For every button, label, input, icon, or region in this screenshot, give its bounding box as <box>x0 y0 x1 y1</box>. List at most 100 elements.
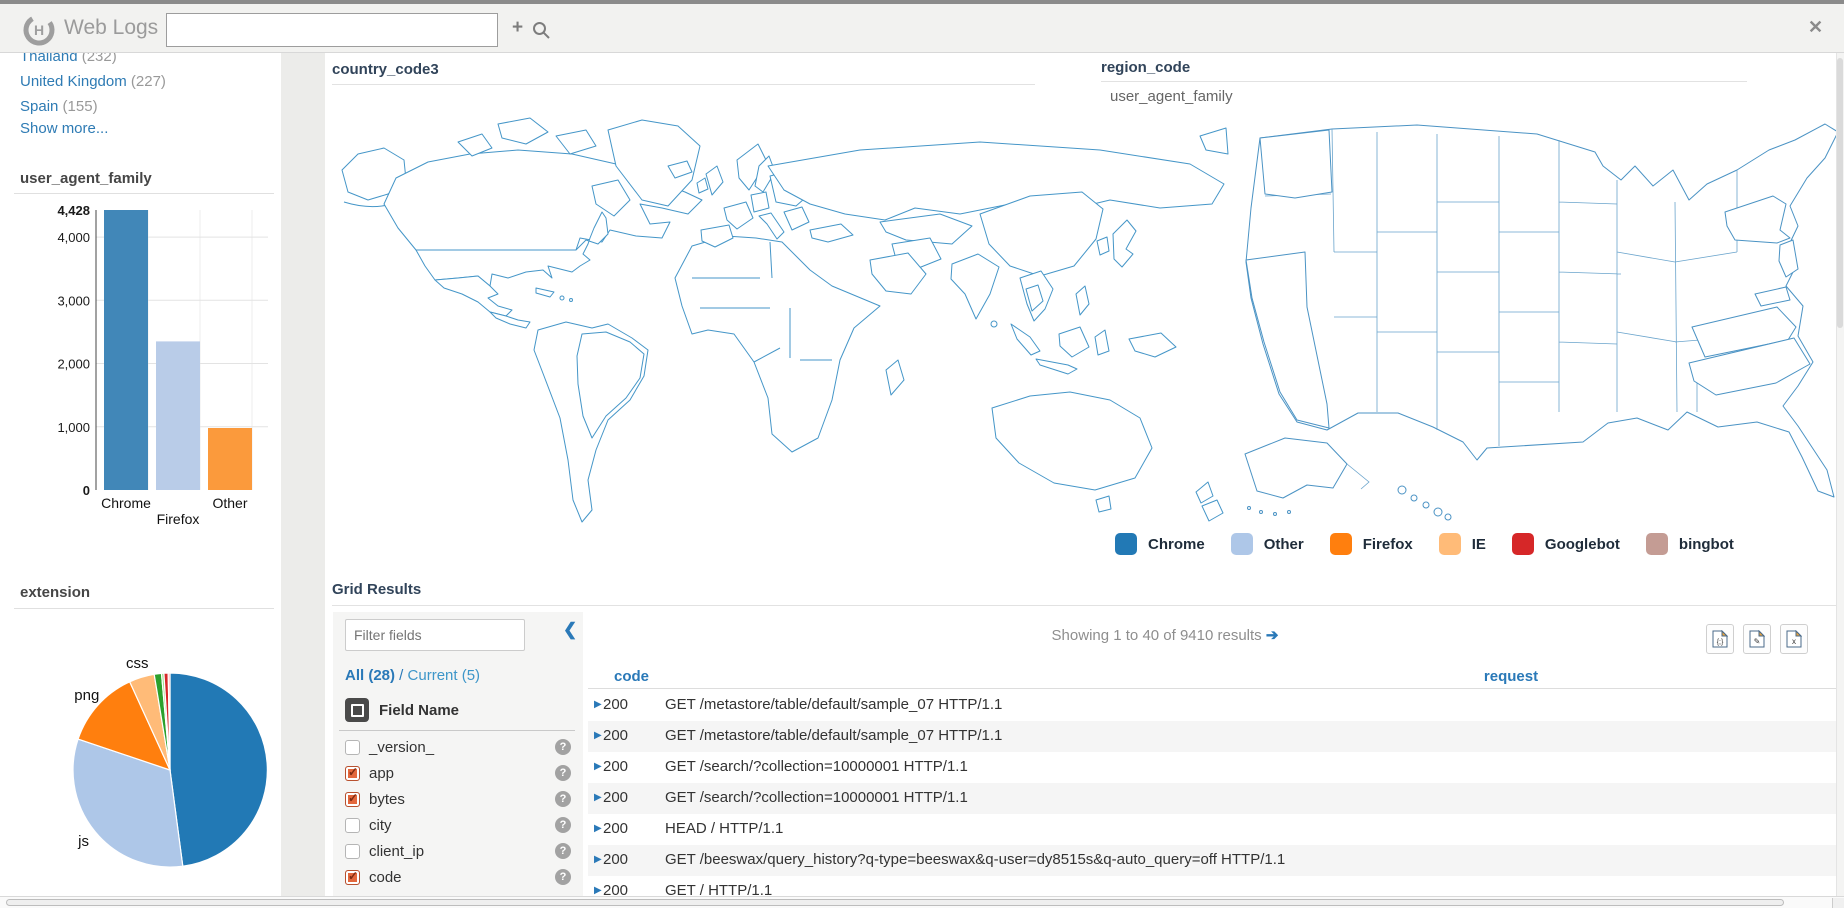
doc-csv-icon: ✎ <box>1749 630 1765 648</box>
state-maryland <box>1754 286 1791 307</box>
expand-row-icon[interactable]: ▶ <box>594 699 602 710</box>
field-row[interactable]: bytes? <box>333 788 583 814</box>
field-row[interactable]: code? <box>333 866 583 892</box>
legend-item[interactable]: Googlebot <box>1511 533 1620 555</box>
table-row[interactable]: ▶ 200 GET /metastore/table/default/sample_… <box>588 690 1836 721</box>
code-cell: 200 <box>603 882 629 899</box>
export-json-button[interactable]: {;} <box>1706 624 1734 654</box>
export-xls-button[interactable]: x <box>1780 624 1808 654</box>
svg-text:4,428: 4,428 <box>57 205 90 218</box>
facet-item[interactable]: Spain (155) <box>20 98 98 115</box>
us-map[interactable] <box>1237 112 1836 532</box>
search-input[interactable] <box>166 13 498 47</box>
field-checkbox[interactable] <box>345 791 360 807</box>
sidebar: Thailand (232) United Kingdom (227) Spain … <box>0 48 281 908</box>
table-row[interactable]: ▶ 200 GET /beeswax/query_history?q-type=be… <box>588 845 1836 876</box>
bar-Chrome[interactable] <box>104 210 148 490</box>
filter-fields-input[interactable] <box>345 619 525 651</box>
divider <box>339 730 575 731</box>
hue-logo-icon[interactable]: H <box>22 13 56 47</box>
expand-row-icon[interactable]: ▶ <box>594 761 602 772</box>
pie-slice[interactable] <box>167 672 171 771</box>
help-icon[interactable]: ? <box>555 739 571 755</box>
world-map[interactable] <box>340 108 1230 533</box>
field-list: _version_?app?bytes?city?client_ip?code? <box>333 736 583 892</box>
country-iceland <box>667 160 693 179</box>
pie-slice[interactable] <box>169 672 268 867</box>
facet-item[interactable]: United Kingdom (227) <box>20 73 166 90</box>
bar-Firefox[interactable] <box>156 341 200 490</box>
legend-item[interactable]: bingbot <box>1645 533 1734 555</box>
table-row[interactable]: ▶ 200 GET /search/?collection=10000001 HTT… <box>588 783 1836 814</box>
show-more-link[interactable]: Show more... <box>20 120 109 137</box>
next-page-icon[interactable]: ➔ <box>1265 627 1279 644</box>
field-checkbox[interactable] <box>345 818 360 833</box>
help-icon[interactable]: ? <box>555 765 571 781</box>
field-row[interactable]: city? <box>333 814 583 840</box>
expand-row-icon[interactable]: ▶ <box>594 730 602 741</box>
svg-text:0: 0 <box>83 483 90 498</box>
all-fields-link[interactable]: All (28) <box>345 667 396 684</box>
expand-row-icon[interactable]: ▶ <box>594 854 602 865</box>
country-spain <box>700 224 734 248</box>
column-header-code[interactable]: code <box>614 668 650 685</box>
help-icon[interactable]: ? <box>555 817 571 833</box>
field-row[interactable]: app? <box>333 762 583 788</box>
expand-row-icon[interactable]: ▶ <box>594 823 602 834</box>
field-checkbox[interactable] <box>345 765 360 781</box>
us-map-subtitle: user_agent_family <box>1110 88 1233 105</box>
field-row[interactable]: client_ip? <box>333 840 583 866</box>
svg-text:3,000: 3,000 <box>57 293 90 308</box>
legend-item[interactable]: IE <box>1438 533 1486 555</box>
legend-label: Googlebot <box>1544 535 1620 553</box>
collapse-panel-icon[interactable]: ❮ <box>563 620 578 639</box>
search-icon[interactable] <box>531 20 551 40</box>
field-label: app <box>369 765 395 782</box>
pie-slice[interactable] <box>77 681 172 772</box>
help-icon[interactable]: ? <box>555 791 571 807</box>
current-fields-link[interactable]: Current (5) <box>407 667 481 684</box>
request-cell: GET /metastore/table/default/sample_07 H… <box>665 696 1003 713</box>
help-icon[interactable]: ? <box>555 843 571 859</box>
results-count: Showing 1 to 40 of 9410 results ➔ <box>1051 627 1279 644</box>
svg-text:H: H <box>34 22 44 38</box>
state-california <box>1245 251 1330 429</box>
add-facet-icon[interactable]: + <box>512 17 524 38</box>
expand-row-icon[interactable]: ▶ <box>594 885 602 896</box>
bar-section-title: user_agent_family <box>20 170 152 187</box>
field-checkbox[interactable] <box>345 740 360 755</box>
grid-results-title: Grid Results <box>332 581 422 598</box>
svg-text:png: png <box>74 687 99 704</box>
field-name-header: Field Name <box>379 702 460 719</box>
legend-item[interactable]: Chrome <box>1115 533 1205 555</box>
field-row[interactable]: _version_? <box>333 736 583 762</box>
state-new-york <box>1724 195 1791 244</box>
field-label: city <box>369 817 392 834</box>
bar-Other[interactable] <box>208 428 252 490</box>
pie-slice[interactable] <box>72 738 184 868</box>
country-germany <box>750 191 770 213</box>
request-cell: GET /metastore/table/default/sample_07 H… <box>665 727 1003 744</box>
legend-item[interactable]: Firefox <box>1329 533 1413 555</box>
extension-pie-chart[interactable]: js png css <box>45 640 295 895</box>
table-row[interactable]: ▶ 200 HEAD / HTTP/1.1 <box>588 814 1836 845</box>
table-row[interactable]: ▶ 200 GET /metastore/table/default/sample_… <box>588 721 1836 752</box>
table-row[interactable]: ▶ 200 GET /search/?collection=10000001 HTT… <box>588 752 1836 783</box>
svg-text:js: js <box>77 833 89 850</box>
export-csv-button[interactable]: ✎ <box>1743 624 1771 654</box>
vertical-scrollbar[interactable] <box>1836 53 1844 896</box>
help-icon[interactable]: ? <box>555 869 571 885</box>
user-agent-bar-chart[interactable]: 4,428 4,000 3,000 2,000 1,000 0 Chrome Firefox O… <box>28 203 273 535</box>
horizontal-scrollbar-thumb[interactable] <box>6 899 1784 906</box>
expand-row-icon[interactable]: ▶ <box>594 792 602 803</box>
field-checkbox[interactable] <box>345 869 360 885</box>
horizontal-scrollbar[interactable] <box>0 896 1844 908</box>
field-checkbox[interactable] <box>345 844 360 859</box>
select-all-checkbox[interactable] <box>345 698 369 722</box>
field-scope-links: All (28) / Current (5) <box>345 667 481 684</box>
column-header-request[interactable]: request <box>1483 668 1539 685</box>
legend-swatch <box>1115 533 1137 555</box>
legend-item[interactable]: Other <box>1230 533 1304 555</box>
close-icon[interactable]: ✕ <box>1808 17 1824 37</box>
vertical-scrollbar-thumb[interactable] <box>1837 58 1843 328</box>
